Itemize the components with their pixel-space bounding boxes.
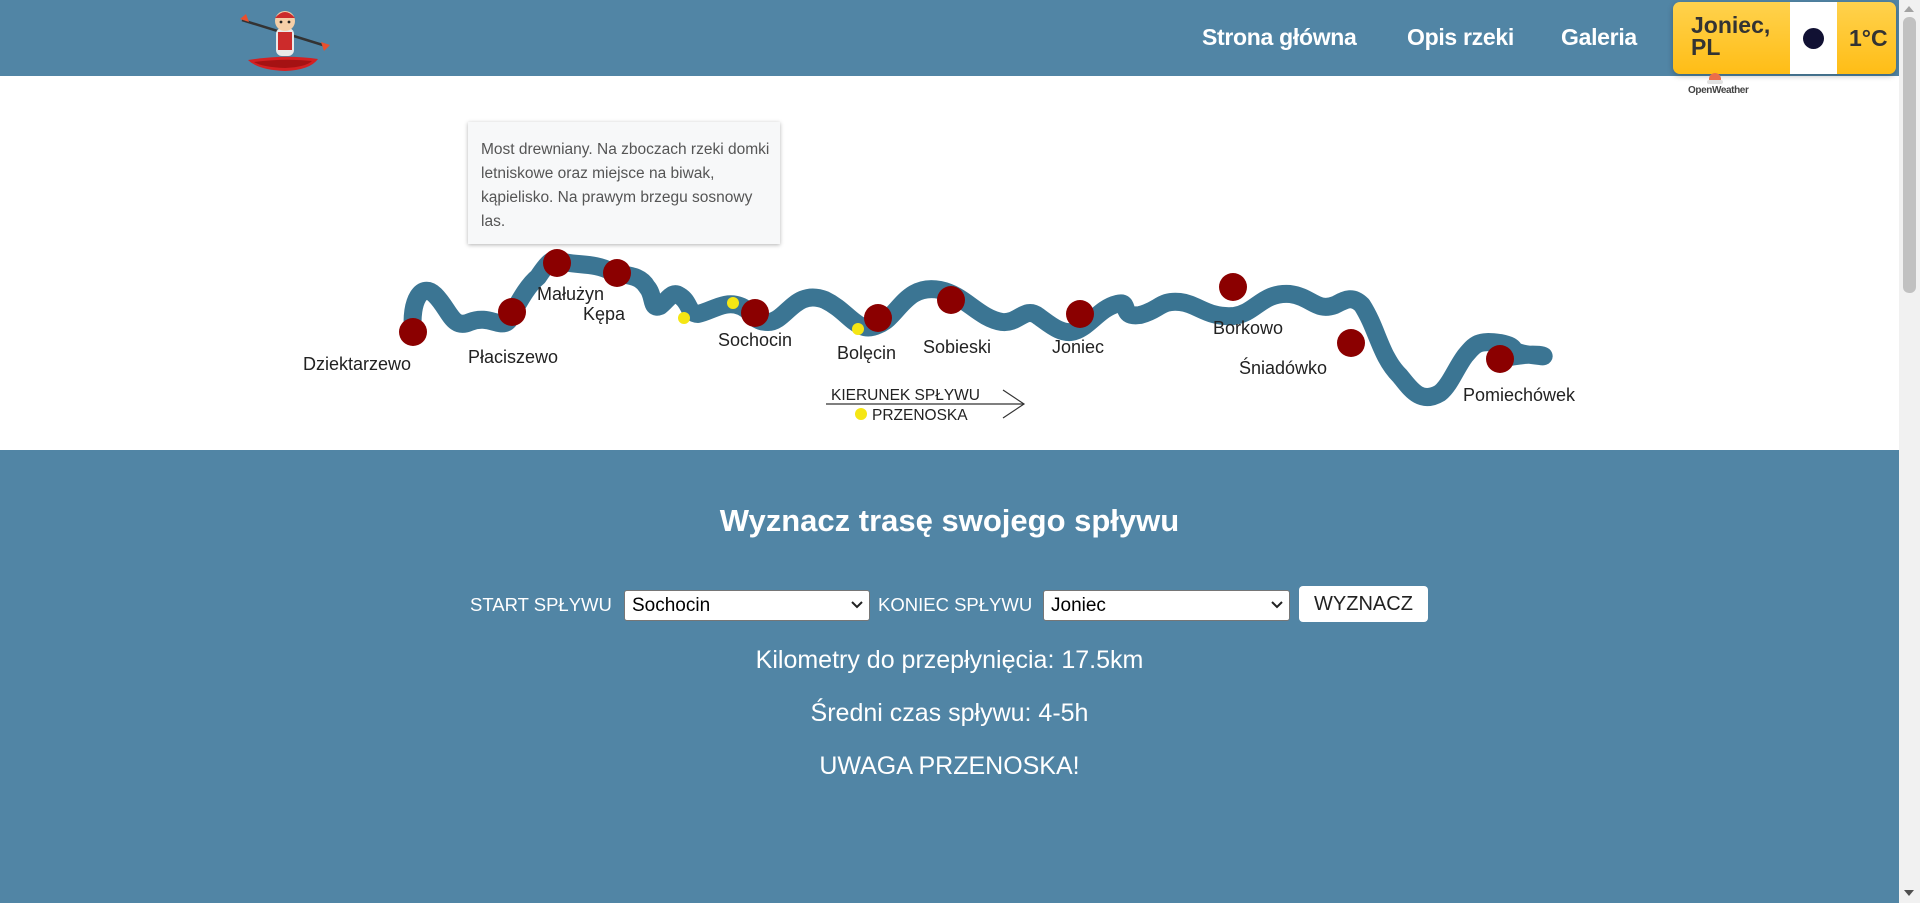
weather-widget: Joniec, PL 1°C	[1673, 2, 1896, 74]
weather-location-box: Joniec, PL	[1673, 2, 1790, 74]
direction-legend: KIERUNEK SPŁYWU PRZENOSKA	[826, 387, 1026, 424]
end-label: KONIEC SPŁYWU	[878, 594, 1033, 615]
stop-marker-pomiechowek[interactable]	[1486, 345, 1514, 373]
place-label: Sochocin	[718, 330, 792, 350]
stop-marker-placiszewo[interactable]	[498, 298, 526, 326]
place-label: Dziektarzewo	[303, 354, 411, 374]
navbar: Strona główna Opis rzeki Galeria	[0, 0, 1899, 76]
stop-marker-kepa[interactable]	[603, 259, 631, 287]
calculate-button[interactable]: WYZNACZ	[1299, 586, 1428, 622]
place-label: Małużyn	[537, 284, 604, 304]
end-select-value: Joniec	[1051, 595, 1106, 616]
start-label: START SPŁYWU	[470, 594, 612, 615]
place-label: Bolęcin	[837, 343, 896, 363]
stop-marker-sobieski[interactable]	[937, 286, 965, 314]
place-label: Pomiechówek	[1463, 385, 1576, 405]
weather-temp-box: 1°C	[1837, 2, 1896, 74]
place-label: Płaciszewo	[468, 347, 558, 367]
chevron-down-icon	[1271, 601, 1283, 609]
place-label: Śniadówko	[1239, 357, 1327, 378]
nav-link-gallery[interactable]: Galeria	[1561, 24, 1637, 50]
place-label: Sobieski	[923, 337, 991, 357]
page-scrollbar[interactable]	[1899, 0, 1920, 903]
nav-link-river[interactable]: Opis rzeki	[1407, 24, 1514, 50]
start-select-value: Sochocin	[632, 595, 711, 616]
portage-marker[interactable]	[852, 323, 864, 335]
tooltip-text: Most drewniany. Na zboczach rzeki domki …	[481, 141, 770, 230]
end-select[interactable]: Joniec	[1043, 590, 1290, 621]
time-result: Średni czas spływu: 4-5h	[810, 699, 1089, 727]
portage-legend-dot	[855, 408, 867, 420]
place-tooltip: Most drewniany. Na zboczach rzeki domki …	[468, 122, 780, 244]
openweather-label: OpenWeather	[1688, 85, 1749, 96]
stop-marker-bolecin[interactable]	[864, 304, 892, 332]
chevron-down-icon	[851, 601, 863, 609]
place-label: Joniec	[1052, 337, 1104, 357]
distance-result: Kilometry do przepłynięcia: 17.5km	[755, 646, 1144, 674]
stop-marker-borkowo[interactable]	[1219, 273, 1247, 301]
openweather-logo[interactable]: OpenWeather	[1688, 70, 1760, 100]
route-planner: Wyznacz trasę swojego spływu START SPŁYW…	[0, 450, 1899, 903]
portage-warning: UWAGA PRZENOSKA!	[819, 752, 1080, 780]
moon-icon	[1803, 28, 1824, 49]
weather-location: Joniec, PL	[1691, 12, 1771, 60]
arrow-right-icon	[1002, 389, 1026, 419]
scroll-down-icon[interactable]	[1904, 890, 1914, 896]
river-map: Dziektarzewo Płaciszewo Małużyn Kępa Soc…	[303, 249, 1576, 424]
kayaker-logo[interactable]	[240, 4, 330, 72]
scroll-up-icon[interactable]	[1904, 6, 1914, 12]
portage-marker[interactable]	[727, 297, 739, 309]
stop-marker-sniadowko[interactable]	[1337, 329, 1365, 357]
place-label: Kępa	[583, 304, 626, 324]
stop-marker-maluzyn[interactable]	[543, 249, 571, 277]
stop-marker-sochocin[interactable]	[741, 299, 769, 327]
start-select[interactable]: Sochocin	[624, 590, 870, 621]
openweather-sun-icon	[1707, 73, 1723, 84]
route-title: Wyznacz trasę swojego spływu	[719, 503, 1180, 538]
direction-label: KIERUNEK SPŁYWU	[831, 387, 980, 404]
portage-label: PRZENOSKA	[872, 407, 968, 424]
stop-marker-joniec[interactable]	[1066, 300, 1094, 328]
weather-icon-box	[1790, 2, 1837, 74]
nav-link-home[interactable]: Strona główna	[1202, 24, 1357, 50]
place-label: Borkowo	[1213, 318, 1283, 338]
stop-marker-dziektarzewo[interactable]	[399, 318, 427, 346]
river-path	[403, 251, 1553, 407]
weather-temperature: 1°C	[1849, 25, 1888, 51]
scrollbar-thumb[interactable]	[1903, 17, 1916, 293]
portage-marker[interactable]	[678, 312, 690, 324]
